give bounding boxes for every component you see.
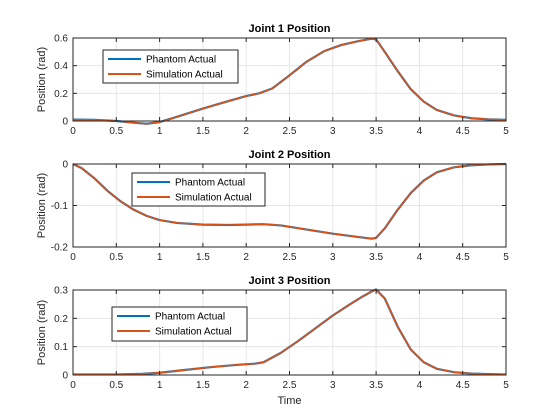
legend-box-3 xyxy=(111,306,248,342)
y-tick-label-3-3: 0.3 xyxy=(54,286,68,297)
x-tick-label-3-1: 0.5 xyxy=(109,380,123,391)
chart-title-1: Joint 1 Position xyxy=(249,23,331,35)
series-line-3-1 xyxy=(73,288,507,376)
y-tick-label-2-2: 0 xyxy=(62,160,68,171)
x-tick-label-1-7: 3.5 xyxy=(369,126,383,137)
x-tick-label-3-2: 1 xyxy=(157,380,163,391)
series-line-2-1 xyxy=(72,163,507,240)
legend-label-3-1: Simulation Actual xyxy=(155,327,232,338)
legend-box-1 xyxy=(102,49,239,84)
legend-label-1-0: Phantom Actual xyxy=(146,55,216,66)
x-tick-label-2-2: 1 xyxy=(157,252,163,263)
y-tick-label-3-0: 0 xyxy=(62,371,68,382)
x-tick-label-2-3: 1.5 xyxy=(196,252,210,263)
x-tick-label-2-5: 2.5 xyxy=(283,252,297,263)
x-tick-label-3-5: 2.5 xyxy=(283,380,297,391)
y-tick-label-1-0: 0 xyxy=(62,117,68,128)
x-tick-label-3-4: 2 xyxy=(243,380,249,391)
y-tick-label-1-3: 0.6 xyxy=(54,34,68,45)
subplot-3: 0 0.5 1 1.5 2 2.5 3 3.5 4 4.5 5 0 0.1 0.2 0.3 Joint 3 P… xyxy=(36,275,509,407)
x-tick-label-1-8: 4 xyxy=(417,126,423,137)
x-tick-label-2-9: 4.5 xyxy=(456,252,470,263)
x-tick-label-2-8: 4 xyxy=(417,252,423,263)
x-tick-label-2-6: 3 xyxy=(330,252,336,263)
legend-label-2-0: Phantom Actual xyxy=(175,178,245,189)
y-tick-label-3-1: 0.1 xyxy=(54,342,68,353)
y-axis-label-2: Position (rad) xyxy=(36,173,48,238)
y-axis-label-3: Position (rad) xyxy=(36,300,48,365)
x-tick-label-1-3: 1.5 xyxy=(196,126,210,137)
x-tick-label-3-10: 5 xyxy=(503,380,509,391)
y-tick-label-3-2: 0.2 xyxy=(54,314,68,325)
x-tick-label-2-1: 0.5 xyxy=(109,252,123,263)
x-tick-label-1-10: 5 xyxy=(503,126,509,137)
subplot-1: 0 0.5 1 1.5 2 2.5 3 3.5 4 4.5 5 0 0.2 0.4 0.6 Joint 1 P… xyxy=(36,23,509,137)
x-tick-label-3-7: 3.5 xyxy=(369,380,383,391)
y-axis-label-1: Position (rad) xyxy=(36,47,48,112)
x-tick-label-1-1: 0.5 xyxy=(109,126,123,137)
x-tick-label-2-0: 0 xyxy=(70,252,76,263)
x-tick-label-2-7: 3.5 xyxy=(369,252,383,263)
legend-label-2-1: Simulation Actual xyxy=(175,193,252,204)
x-tick-label-3-0: 0 xyxy=(70,380,76,391)
x-tick-label-2-4: 2 xyxy=(243,252,249,263)
x-tick-label-3-9: 4.5 xyxy=(456,380,470,391)
x-tick-label-1-2: 1 xyxy=(157,126,163,137)
x-tick-label-3-3: 1.5 xyxy=(196,380,210,391)
x-tick-label-1-5: 2.5 xyxy=(283,126,297,137)
legend-label-3-0: Phantom Actual xyxy=(155,312,225,323)
legend-2: Phantom Actual Simulation Actual xyxy=(131,172,266,207)
x-tick-label-1-6: 3 xyxy=(330,126,336,137)
legend-3: Phantom Actual Simulation Actual xyxy=(111,306,248,342)
x-tick-label-1-4: 2 xyxy=(243,126,249,137)
legend-label-1-1: Simulation Actual xyxy=(146,70,223,81)
chart-title-2: Joint 2 Position xyxy=(249,149,331,161)
y-tick-label-2-1: -0.1 xyxy=(51,201,69,212)
subplot-2: 0 0.5 1 1.5 2 2.5 3 3.5 4 4.5 5 -0.2 -0.1 0 Joint 2 Po… xyxy=(36,149,509,263)
x-axis-label-3: Time xyxy=(277,395,301,407)
legend-box-2 xyxy=(131,172,266,207)
x-tick-label-1-9: 4.5 xyxy=(456,126,470,137)
x-tick-label-3-8: 4 xyxy=(417,380,423,391)
series-line-1-1 xyxy=(72,37,507,125)
y-tick-label-2-0: -0.2 xyxy=(51,243,69,254)
x-tick-label-3-6: 3 xyxy=(330,380,336,391)
y-tick-label-1-2: 0.4 xyxy=(54,61,68,72)
chart-title-3: Joint 3 Position xyxy=(249,275,331,287)
subplots: 0 0.5 1 1.5 2 2.5 3 3.5 4 4.5 5 0 0.2 0.4 0.6 Joint 1 P… xyxy=(36,23,509,407)
x-tick-label-1-0: 0 xyxy=(70,126,76,137)
legend-1: Phantom Actual Simulation Actual xyxy=(102,49,239,84)
x-tick-label-2-10: 5 xyxy=(503,252,509,263)
y-tick-label-1-1: 0.2 xyxy=(54,89,68,100)
